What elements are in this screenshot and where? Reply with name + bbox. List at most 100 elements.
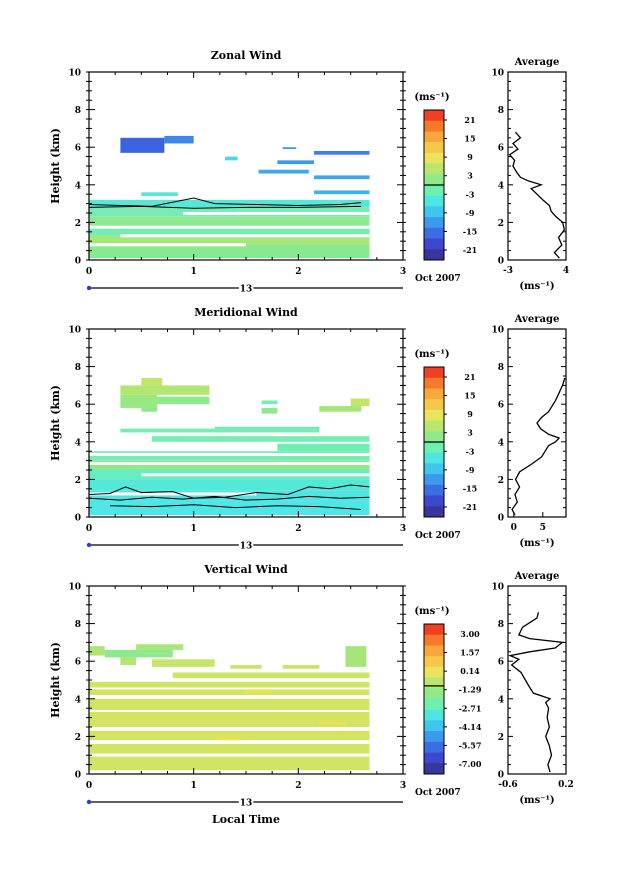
heatmap-cell xyxy=(120,137,165,153)
timeline-day-label: 13 xyxy=(240,542,253,552)
colorbar-tick-label: -15 xyxy=(463,483,477,493)
heatmap-cell xyxy=(120,394,158,408)
colorbar-swatch xyxy=(424,763,444,775)
colorbar-tick-label: 21 xyxy=(464,115,475,125)
colorbar-tick-label: -4.14 xyxy=(459,722,482,732)
colorbar-swatch xyxy=(424,624,444,636)
colorbar-tick-label: -3 xyxy=(466,189,475,199)
average-frame xyxy=(507,71,567,261)
colorbar-swatch xyxy=(424,752,444,764)
heatmap-cell xyxy=(89,235,370,245)
x-tick-label: 3 xyxy=(400,781,406,791)
colorbar-swatch xyxy=(424,120,444,132)
colorbar-swatch xyxy=(424,720,444,732)
heatmap-cell xyxy=(151,436,370,442)
timeline-day-label: 13 xyxy=(240,799,253,809)
colorbar-swatch xyxy=(424,699,444,711)
heatmap-cell xyxy=(89,479,370,491)
colorbar-swatch xyxy=(424,506,444,518)
y-tick-label: 0 xyxy=(75,257,81,267)
heatmap-cell xyxy=(230,664,262,669)
heatmap-cell xyxy=(120,657,137,665)
average-unit: (ms⁻¹) xyxy=(519,795,554,806)
colorbar-swatch xyxy=(424,666,444,679)
heatmap-cell xyxy=(319,406,362,412)
heatmap-cell xyxy=(214,426,320,433)
contour-line xyxy=(88,197,362,207)
colorbar-swatch xyxy=(424,495,444,507)
colorbar-unit: (ms⁻¹) xyxy=(414,92,449,103)
timeline-start-marker xyxy=(86,542,92,548)
heatmap-cell xyxy=(89,216,370,227)
heatmap-cell xyxy=(89,646,105,656)
y-tick-label: 8 xyxy=(75,620,81,630)
x-tick-label: 2 xyxy=(295,524,301,534)
chart-title: Zonal Wind xyxy=(211,49,282,62)
zonal-panel: Zonal Wind 0 2 4 6 8 10 0 1 2 3 Height (km) 13 Oct 20… xyxy=(49,49,569,297)
x-tick-label: 1 xyxy=(191,267,197,277)
colorbar-swatch xyxy=(424,131,444,143)
heatmap-cell xyxy=(164,135,194,144)
colorbar-frame xyxy=(423,623,445,775)
heatmap-cell xyxy=(277,443,370,452)
data-gap xyxy=(89,452,370,456)
y-tick-label: 10 xyxy=(68,583,81,593)
colorbar-tick-label: -1.29 xyxy=(459,685,482,695)
x-tick-label: 0 xyxy=(511,523,517,533)
contour-line xyxy=(88,205,362,209)
y-tick-label: 2 xyxy=(75,476,81,486)
contour-line xyxy=(109,504,362,510)
heatmap-cell xyxy=(282,147,297,150)
y-tick-label: 2 xyxy=(498,733,504,743)
heatmap-cell xyxy=(319,721,346,726)
x-tick-label: 0 xyxy=(86,267,92,277)
heatmap-cell xyxy=(120,428,226,433)
y-tick-label: 2 xyxy=(75,219,81,229)
colorbar-tick-label: -2.71 xyxy=(459,703,482,713)
colorbar-tick-label: -9 xyxy=(466,465,475,475)
meridional-average-profile: Average 0 2 4 6 8 10 0 5 (ms⁻¹) xyxy=(491,314,567,549)
heatmap-cell xyxy=(89,244,370,259)
data-gap xyxy=(89,492,257,496)
data-gap xyxy=(89,243,246,247)
colorbar-swatch xyxy=(424,474,444,486)
colorbar-tick-label: -21 xyxy=(463,245,477,255)
y-tick-label: 6 xyxy=(498,401,504,411)
y-tick-label: 8 xyxy=(498,363,504,373)
heatmap-cell xyxy=(277,160,315,165)
y-tick-label: 10 xyxy=(68,69,81,79)
data-gap xyxy=(89,727,370,731)
date-label: Oct 2007 xyxy=(415,274,461,284)
y-tick-label: 4 xyxy=(498,181,504,191)
colorbar-tick-label: 3 xyxy=(467,428,473,438)
y-tick-label: 6 xyxy=(75,658,81,668)
colorbar-swatch xyxy=(424,688,444,700)
y-tick-label: 0 xyxy=(75,514,81,524)
x-tick-label: 0 xyxy=(86,524,92,534)
x-tick-label: 0 xyxy=(86,781,92,791)
colorbar-tick-label: -9 xyxy=(466,208,475,218)
heatmap-cell xyxy=(157,396,210,405)
y-tick-label: 0 xyxy=(498,514,504,524)
colorbar-tick-label: -7.00 xyxy=(459,759,482,769)
y-tick-label: 4 xyxy=(498,438,504,448)
heatmap-cells xyxy=(89,377,370,516)
colorbar-swatch xyxy=(424,731,444,743)
heatmap-cell xyxy=(89,460,370,470)
y-tick-label: 8 xyxy=(75,363,81,373)
colorbar-swatch xyxy=(424,452,444,464)
vertical-panel: Vertical Wind 0 2 4 6 8 10 0 1 2 3 Height (km) 13 Oct… xyxy=(49,563,574,811)
colorbar: 21 15 9 3 -3 -9 -15 -21 (ms⁻¹) xyxy=(414,349,477,518)
colorbar: 21 15 9 3 -3 -9 -15 -21 (ms⁻¹) xyxy=(414,92,477,261)
colorbar-tick-label: -5.57 xyxy=(459,740,482,750)
average-profile-line xyxy=(511,377,566,516)
heatmap-cell xyxy=(225,156,238,161)
y-tick-label: 0 xyxy=(75,771,81,781)
x-tick-label: 1 xyxy=(191,524,197,534)
heatmap-cell xyxy=(345,646,367,667)
colorbar-tick-label: 15 xyxy=(464,391,475,401)
colorbar-swatch xyxy=(424,206,444,218)
colorbar-swatch xyxy=(424,142,444,154)
contour-line xyxy=(88,495,370,501)
